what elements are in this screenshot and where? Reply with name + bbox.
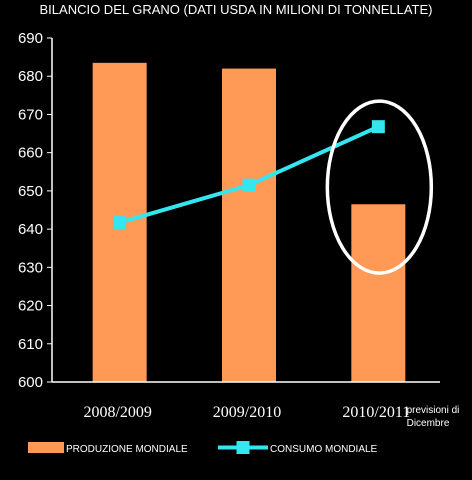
forecast-note-line-1: previsioni di (407, 405, 460, 416)
y-tick-label: 620 (18, 298, 43, 315)
forecast-highlight (325, 99, 434, 275)
y-tick-label: 630 (18, 259, 43, 276)
y-tick-label: 600 (18, 374, 43, 391)
highlight-ellipse (325, 99, 434, 275)
y-axis: 600 610 620 630 640 650 660 670 680 690 (18, 30, 52, 391)
point-consumption-0 (113, 216, 127, 230)
legend-marker-consumption (236, 441, 250, 454)
legend-swatch-production (28, 442, 64, 453)
x-tick-label: 2009/2010 (213, 404, 281, 421)
forecast-note: previsioni di Dicembre (407, 405, 460, 429)
y-tick-label: 670 (18, 106, 43, 123)
x-tick-label: 2008/2009 (83, 404, 151, 421)
y-tick-label: 690 (18, 30, 43, 47)
legend-label-consumption: CONSUMO MONDIALE (270, 444, 378, 455)
y-tick-label: 660 (18, 145, 43, 162)
y-tick-label: 610 (18, 336, 43, 353)
point-consumption-1 (242, 178, 256, 192)
y-tick-label: 650 (18, 183, 43, 200)
point-consumption-2 (371, 120, 385, 134)
x-tick-label: 2010/2011 (342, 404, 410, 421)
bar-production-2 (351, 204, 406, 382)
y-tick-label: 680 (18, 68, 43, 85)
y-tick-label: 640 (18, 221, 43, 238)
x-axis: 2008/2009 2009/2010 2010/2011 (83, 404, 410, 421)
chart-title: BILANCIO DEL GRANO (DATI USDA IN MILIONI… (40, 2, 433, 17)
production-bars (92, 62, 406, 383)
forecast-note-line-2: Dicembre (407, 418, 450, 429)
legend: PRODUZIONE MONDIALE CONSUMO MONDIALE (28, 441, 378, 455)
bar-production-1 (222, 68, 276, 383)
legend-label-production: PRODUZIONE MONDIALE (66, 444, 188, 455)
axes (51, 38, 440, 383)
